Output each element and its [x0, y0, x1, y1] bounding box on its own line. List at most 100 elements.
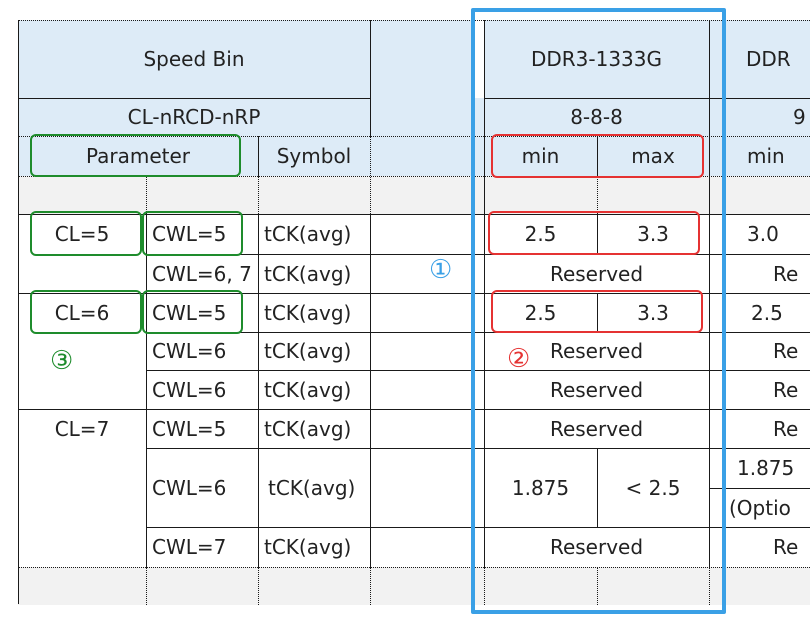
symbol-header: Symbol [276, 144, 352, 168]
reserved-cell: Reserved [549, 377, 644, 402]
value-max-cell: 3.3 [637, 300, 669, 325]
next-value-cell: 2.5 [751, 300, 783, 325]
value-min-cell: 2.5 [524, 222, 557, 246]
cl-nrcd-nrp-label: CL-nRCD-nRP [127, 105, 261, 129]
timing-row-bg [18, 98, 810, 136]
grid-line [258, 567, 259, 605]
grid-line [597, 214, 598, 254]
next-value-cell: 1.875 [737, 456, 795, 480]
speed-bin-label: Speed Bin [143, 47, 245, 71]
marker-1: ① [429, 255, 453, 285]
marker-2: ② [507, 344, 531, 374]
grid-line [484, 20, 485, 567]
reserved-cell: Reserved [549, 416, 644, 441]
next-value-cell: Re [773, 535, 799, 559]
next-value-option-cell: (Optio [729, 495, 791, 520]
ddr3-1333g-column-highlight [471, 8, 726, 614]
grid-line [370, 214, 371, 567]
symbol-cell: tCK(avg) [264, 535, 352, 559]
cwl-cell: CWL=5 [152, 300, 227, 325]
min-header: min [521, 144, 560, 168]
value-max-cell: 3.3 [637, 222, 669, 246]
grid-line [146, 527, 810, 528]
grid-line [370, 20, 371, 136]
grade-next-label: DDR [746, 47, 791, 71]
cwl-cell: CWL=6, 7 [152, 261, 252, 286]
grid-line [18, 20, 810, 21]
cwl-cell: CWL=5 [152, 416, 227, 441]
grid-line [597, 567, 598, 605]
cwl-cell: CWL=7 [152, 535, 227, 559]
reserved-cell: Reserved [549, 535, 644, 559]
reserved-cell: Reserved [549, 339, 644, 363]
grid-line [18, 98, 370, 99]
cwl5-highlight [142, 211, 243, 256]
symbol-cell: tCK(avg) [268, 475, 356, 500]
cwl-cell: CWL=6 [152, 377, 227, 402]
blank-header-bg [370, 20, 472, 98]
symbol-cell: tCK(avg) [264, 261, 352, 286]
grid-line [18, 293, 810, 294]
grid-line [146, 214, 147, 567]
cl7-cell: CL=7 [54, 416, 110, 441]
grid-line [597, 176, 598, 214]
grid-line [484, 567, 485, 605]
cl5-highlight [30, 211, 142, 256]
timing-label: 8-8-8 [570, 105, 623, 129]
grid-line [709, 20, 710, 567]
grid-line [18, 567, 810, 568]
grid-line [18, 176, 810, 177]
grid-line [709, 567, 710, 605]
grid-line [146, 370, 810, 371]
grid-line [597, 293, 598, 332]
grid-line [597, 448, 598, 527]
grade-header-bg [484, 20, 709, 98]
grid-line [146, 176, 147, 214]
symbol-cell: tCK(avg) [264, 416, 352, 441]
cl6-highlight [30, 290, 142, 334]
grid-line [18, 409, 810, 410]
grid-line [370, 136, 371, 214]
next-value-cell: Re [773, 339, 799, 363]
grid-line [597, 136, 598, 176]
cwl-cell: CWL=5 [152, 222, 227, 246]
max-header: max [631, 144, 675, 168]
param-row-bg [18, 136, 810, 176]
cl6-values-highlight [491, 290, 703, 333]
value-max-cell: < 2.5 [625, 475, 681, 500]
parameter-highlight [30, 134, 241, 177]
cl5-values-highlight [488, 211, 700, 255]
symbol-cell: tCK(avg) [264, 339, 352, 363]
grid-line [18, 20, 19, 604]
cwl-cell: CWL=6 [152, 339, 227, 363]
speed-bin-header-bg [18, 20, 370, 98]
value-min-cell: 2.5 [524, 300, 557, 325]
marker-3: ③ [50, 346, 74, 376]
cwl5-cl6-highlight [142, 290, 243, 334]
grid-line [18, 136, 810, 137]
grid-line [258, 176, 259, 214]
cl5-cell: CL=5 [54, 222, 110, 246]
min-next-header: min [747, 144, 785, 168]
reserved-cell: Reserved [549, 261, 644, 286]
grid-line [146, 332, 810, 333]
grid-line [258, 214, 259, 567]
grid-line [484, 98, 810, 99]
cl6-cell: CL=6 [54, 300, 110, 325]
bottom-row-bg [18, 567, 810, 605]
grid-line [258, 136, 259, 176]
grid-line [709, 488, 810, 489]
next-value-cell: Re [773, 416, 799, 441]
timing-next-label: 9 [793, 105, 806, 129]
blank-row-bg [18, 176, 810, 214]
symbol-cell: tCK(avg) [264, 222, 352, 246]
symbol-cell: tCK(avg) [264, 377, 352, 402]
grid-line [370, 567, 371, 605]
grid-line [146, 567, 147, 605]
grid-line [146, 448, 810, 449]
value-min-cell: 1.875 [511, 475, 570, 500]
cwl-cell: CWL=6 [152, 475, 227, 500]
next-value-cell: Re [773, 377, 799, 402]
parameter-header: Parameter [85, 144, 191, 168]
grade-label: DDR3-1333G [530, 47, 663, 71]
